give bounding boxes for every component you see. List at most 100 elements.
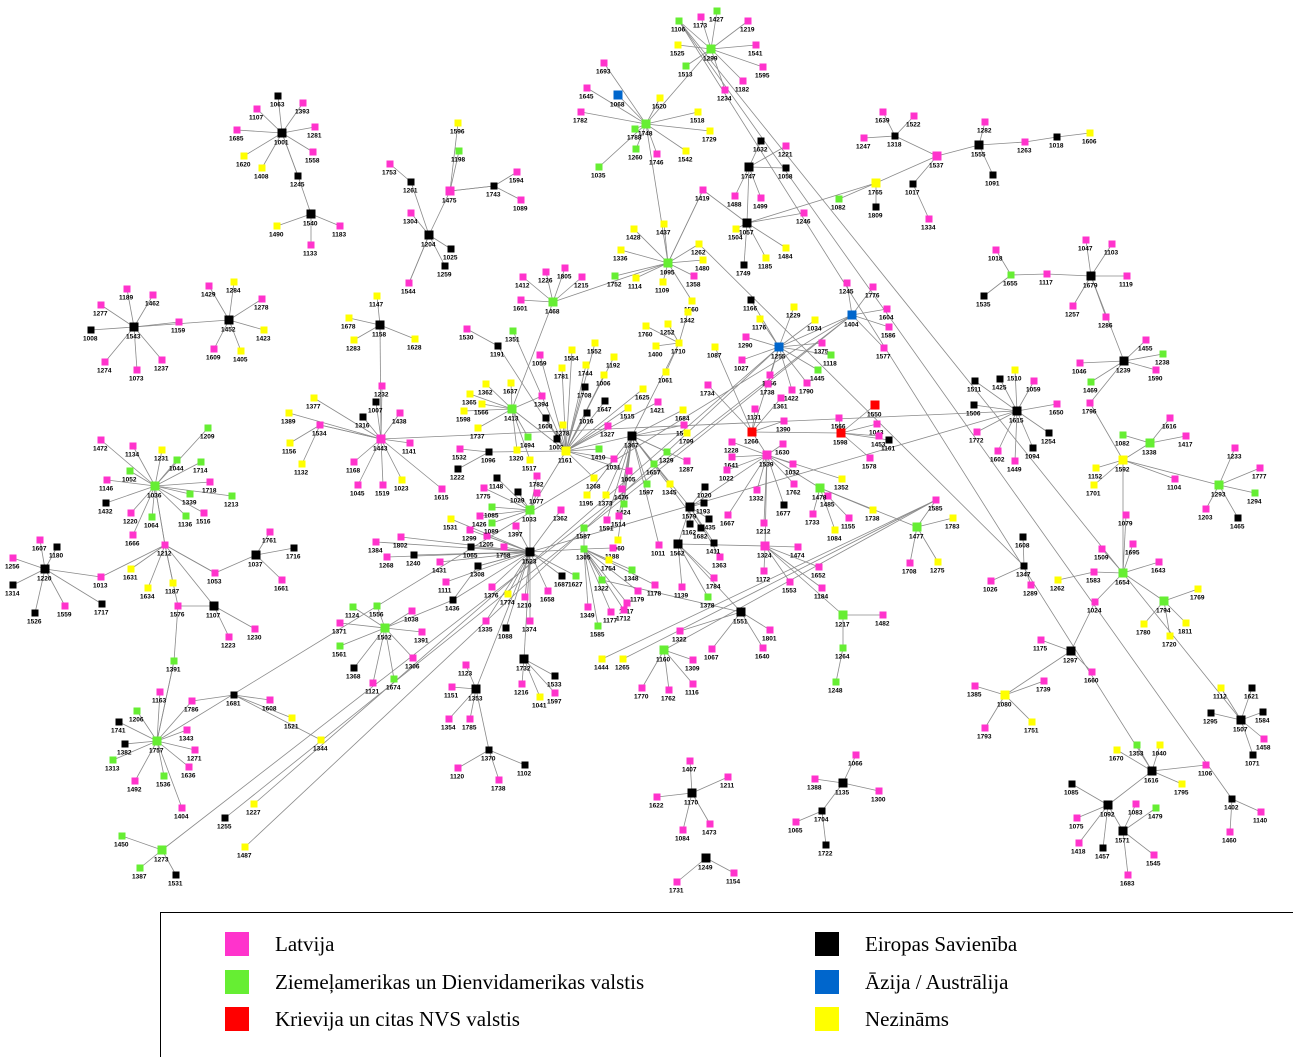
graph-edge — [1016, 410, 1034, 449]
graph-node — [595, 163, 603, 171]
graph-node — [835, 414, 843, 422]
node-label: 1008 — [83, 336, 98, 343]
graph-node — [350, 664, 358, 672]
graph-edge — [121, 835, 163, 851]
graph-edge — [523, 658, 541, 698]
node-label: 1584 — [1255, 718, 1270, 725]
graph-node — [1171, 475, 1179, 483]
graph-node — [350, 458, 358, 466]
hub-node — [673, 539, 683, 549]
graph-node — [738, 356, 746, 364]
graph-node — [679, 826, 687, 834]
graph-edge — [479, 509, 531, 517]
graph-edge — [667, 243, 700, 264]
node-label: 1645 — [579, 94, 594, 101]
graph-node — [373, 602, 381, 610]
node-label: 1391 — [166, 667, 181, 674]
graph-edge — [173, 605, 179, 662]
graph-edge — [606, 435, 633, 521]
graph-edge — [90, 326, 135, 331]
graph-node — [170, 657, 178, 665]
node-label: 1487 — [237, 853, 252, 860]
node-label: 1517 — [522, 466, 537, 473]
graph-edge — [1218, 467, 1261, 486]
node-label: 1217 — [835, 622, 850, 629]
node-label: 1124 — [345, 613, 359, 620]
node-label: 1320 — [509, 456, 524, 463]
graph-node — [542, 268, 550, 276]
hub-node — [306, 209, 316, 219]
graph-edge — [677, 44, 712, 50]
graph-edge — [488, 749, 500, 781]
node-label: 1001 — [274, 140, 289, 147]
graph-node — [706, 820, 714, 828]
node-label: 1636 — [181, 773, 196, 780]
node-label: 1739 — [1036, 687, 1051, 694]
graph-edge — [746, 212, 805, 224]
node-label: 1342 — [680, 318, 695, 325]
node-label: 1747 — [741, 174, 756, 181]
graph-node — [756, 315, 764, 323]
graph-node — [654, 398, 662, 406]
hub-node — [762, 450, 772, 460]
graph-node — [827, 351, 835, 359]
graph-edge — [1079, 360, 1125, 364]
node-label: 1586 — [881, 333, 896, 340]
node-label: 1604 — [879, 315, 894, 322]
node-label: 1558 — [305, 158, 320, 165]
graph-edge — [745, 336, 780, 348]
graph-edge — [376, 295, 381, 326]
node-label: 1394 — [534, 402, 549, 409]
graph-edge — [677, 543, 709, 598]
node-label: 1515 — [620, 414, 635, 421]
node-label: 1783 — [945, 524, 960, 531]
node-label: 1661 — [274, 586, 289, 593]
node-label: 1065 — [788, 828, 803, 835]
node-label: 1476 — [614, 495, 629, 502]
node-label: 1173 — [693, 23, 707, 30]
graph-edge — [1123, 360, 1157, 371]
graph-edge — [1057, 571, 1095, 581]
hub-node — [687, 788, 697, 798]
graph-node — [632, 145, 640, 153]
graph-node — [1182, 619, 1190, 627]
graph-edge — [164, 544, 179, 607]
node-label: 1204 — [421, 242, 436, 249]
graph-node — [818, 807, 826, 815]
node-label: 1132 — [294, 470, 308, 477]
graph-edge — [151, 485, 156, 518]
graph-node — [674, 41, 682, 49]
graph-node — [598, 655, 606, 663]
hub-node — [1103, 800, 1113, 810]
node-label: 1693 — [596, 69, 611, 76]
node-label: 1550 — [867, 412, 882, 419]
graph-node — [949, 514, 957, 522]
node-label: 1744 — [578, 371, 593, 378]
node-label: 1714 — [193, 468, 208, 475]
graph-node — [455, 147, 463, 155]
graph-edge — [529, 551, 549, 592]
graph-node — [675, 339, 683, 347]
node-label: 1300 — [871, 797, 886, 804]
graph-edge — [565, 450, 615, 460]
graph-node — [129, 442, 137, 450]
node-label: 1499 — [753, 204, 768, 211]
node-label: 1273 — [154, 857, 169, 864]
graph-node — [298, 460, 306, 468]
node-label: 1293 — [1211, 492, 1226, 499]
graph-node — [502, 624, 510, 632]
graph-node — [509, 327, 517, 335]
node-label: 1770 — [634, 694, 649, 701]
node-label: 1658 — [540, 597, 555, 604]
graph-edge — [565, 435, 633, 452]
graph-node — [211, 569, 219, 577]
node-label: 1405 — [233, 357, 248, 364]
graph-edge — [1014, 410, 1018, 462]
hub-node — [40, 564, 50, 574]
node-label: 1687 — [554, 582, 569, 589]
graph-edge — [882, 111, 896, 137]
graph-edge — [678, 20, 1233, 800]
graph-node — [438, 485, 446, 493]
node-label: 1516 — [196, 519, 211, 526]
